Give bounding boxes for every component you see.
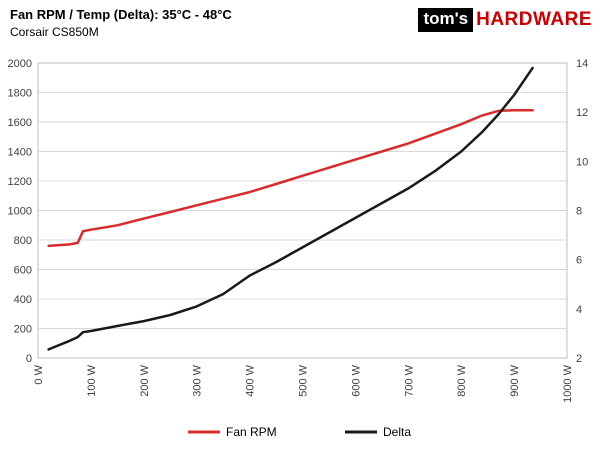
left-axis-tick-label: 600 [14, 265, 32, 277]
chart-area: 0 200 400 600 800 1000 1200 1400 1600 1800 2000 2 4 6… [0, 40, 600, 450]
x-axis-tick-label: 900 W [509, 364, 521, 396]
left-axis-tick-label: 1400 [8, 147, 32, 159]
toms-hardware-logo: tom's HARDWARE [418, 8, 592, 32]
x-axis-tick-label: 100 W [86, 364, 98, 396]
x-axis-tick-label: 700 W [403, 364, 415, 396]
x-axis-tick-label: 400 W [245, 364, 257, 396]
right-axis-tick-label: 2 [576, 353, 582, 365]
line-chart: 0 200 400 600 800 1000 1200 1400 1600 1800 2000 2 4 6… [8, 58, 589, 439]
left-axis-tick-label: 1000 [8, 206, 32, 218]
x-axis-tick-label: 600 W [350, 364, 362, 396]
x-axis-tick-label: 800 W [456, 364, 468, 396]
chart-subtitle: Corsair CS850M [10, 24, 99, 39]
left-axis-tick-label: 0 [26, 353, 32, 365]
delta-line [47, 66, 534, 351]
x-axis-tick-label: 0 W [33, 364, 45, 384]
logo-toms-text: tom's [418, 8, 474, 32]
left-axis-tick-label: 200 [14, 324, 32, 336]
chart-title: Fan RPM / Temp (Delta): 35°C - 48°C [10, 7, 232, 22]
left-axis-tick-label: 400 [14, 294, 32, 306]
logo-hardware-text: HARDWARE [476, 9, 592, 30]
left-axis-tick-label: 1200 [8, 176, 32, 188]
right-axis-tick-label: 14 [576, 58, 588, 70]
chart-header: Fan RPM / Temp (Delta): 35°C - 48°C Cors… [10, 6, 592, 40]
left-axis-tick-label: 1600 [8, 117, 32, 129]
x-axis-tick-label: 200 W [139, 364, 151, 396]
fan-rpm-line [47, 108, 534, 248]
right-axis-tick-label: 12 [576, 107, 588, 119]
left-axis-tick-label: 800 [14, 235, 32, 247]
plot-border [37, 62, 568, 359]
x-axis-tick-label: 1000 W [562, 364, 574, 403]
right-axis-tick-label: 4 [576, 304, 582, 316]
right-axis-tick-label: 10 [576, 156, 588, 168]
right-axis-tick-label: 8 [576, 206, 582, 218]
left-axis-tick-label: 2000 [8, 58, 32, 70]
x-axis-tick-label: 500 W [298, 364, 310, 396]
title-block: Fan RPM / Temp (Delta): 35°C - 48°C Cors… [10, 6, 232, 40]
x-axis-tick-label: 300 W [192, 364, 204, 396]
legend-label-delta: Delta [383, 425, 411, 439]
right-axis-tick-label: 6 [576, 255, 582, 267]
legend-label-fan-rpm: Fan RPM [226, 425, 277, 439]
left-axis-tick-label: 1800 [8, 88, 32, 100]
